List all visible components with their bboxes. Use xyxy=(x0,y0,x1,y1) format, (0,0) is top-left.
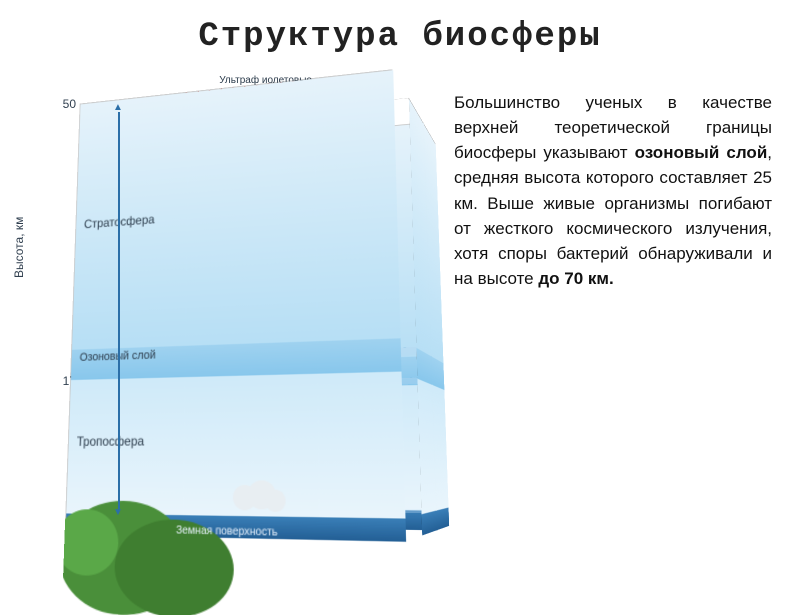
biosphere-diagram: Высота, км 50170 Ультраф иолетовые лучи … xyxy=(34,78,436,580)
axis-tick: 50 xyxy=(42,97,76,111)
page-title: Структура биосферы xyxy=(0,0,800,64)
layer-label: Тропосфера xyxy=(77,433,145,449)
y-axis-label: Высота, км xyxy=(12,217,26,278)
description-text: Большинство ученых в качестве верхней те… xyxy=(454,90,772,291)
layers-cube: СтратосфераОзоновый слойТропосфераЗемная… xyxy=(104,98,422,535)
slide-stage: Высота, км 50170 Ультраф иолетовые лучи … xyxy=(34,78,774,580)
